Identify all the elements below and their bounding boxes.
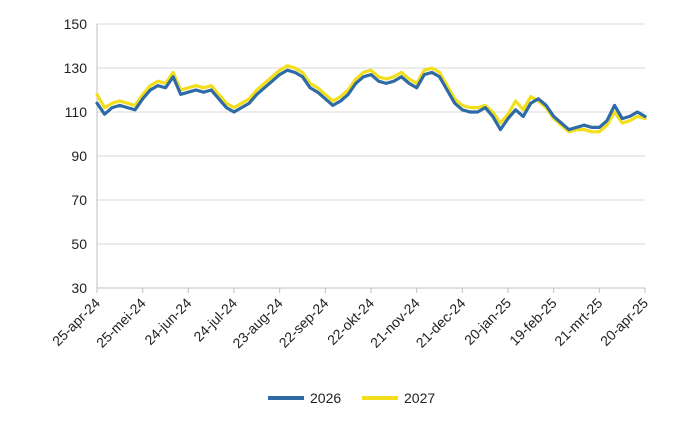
x-tick-label: 22-sep-24: [276, 295, 332, 351]
series-line-2026: [95, 68, 647, 132]
series-line-2027: [95, 64, 647, 134]
x-tick-label: 21-dec-24: [413, 295, 469, 351]
y-tick-label: 130: [64, 60, 88, 76]
series-lines: [95, 64, 647, 134]
y-tick-label: 150: [64, 16, 88, 32]
x-tick-label: 19-feb-25: [506, 295, 560, 349]
legend-label-2027: 2027: [404, 390, 435, 406]
x-tick-label: 25-mei-24: [93, 295, 149, 351]
x-axis-ticks: 25-apr-2425-mei-2424-jun-2424-jul-2423-a…: [49, 288, 651, 351]
x-tick-label: 23-aug-24: [229, 295, 286, 352]
y-axis-ticks: 30 50 70 90 110 130 150: [64, 16, 88, 296]
y-tick-label: 50: [71, 236, 87, 252]
y-tick-label: 90: [71, 148, 87, 164]
gridlines: [97, 23, 645, 289]
x-tick-label: 20-jan-25: [461, 295, 514, 348]
legend: 2026 2027: [268, 390, 435, 406]
legend-label-2026: 2026: [310, 390, 341, 406]
x-tick-label: 21-mrt-25: [551, 295, 605, 349]
x-tick-label: 20-apr-25: [597, 295, 651, 349]
y-tick-label: 110: [65, 104, 88, 120]
y-tick-label: 70: [71, 192, 87, 208]
x-tick-label: 24-jun-24: [141, 295, 194, 348]
y-tick-label: 30: [71, 280, 87, 296]
